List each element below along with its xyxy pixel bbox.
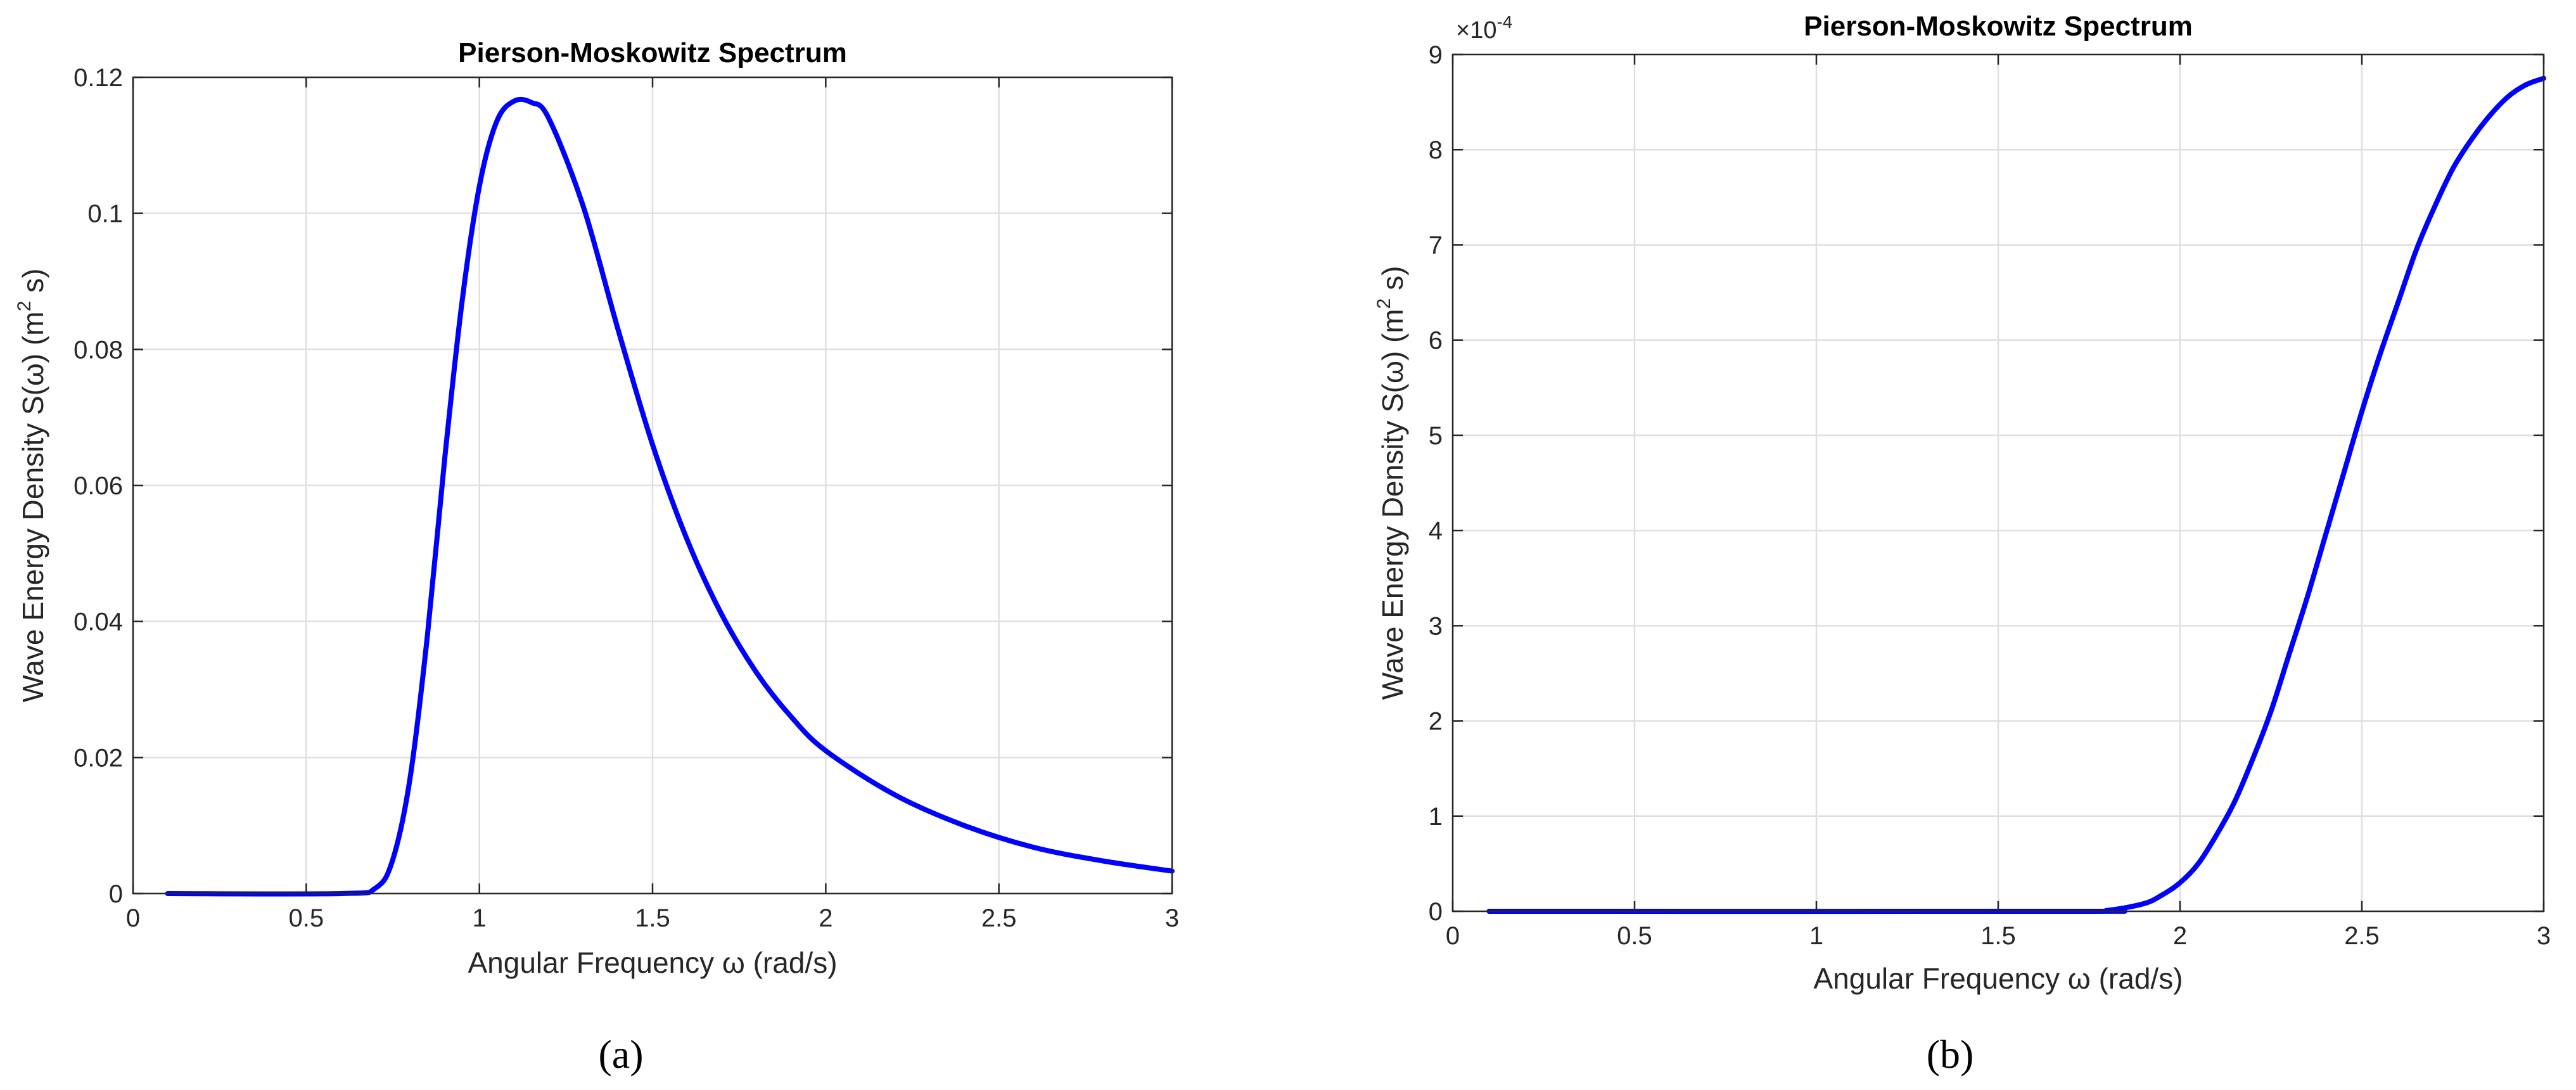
y-axis-label-superscript: 2 xyxy=(1374,298,1394,309)
x-tick-label: 2 xyxy=(2173,922,2187,950)
y-tick-label: 8 xyxy=(1429,136,1443,164)
y-axis-exponent: ×10-4 xyxy=(1456,12,1512,44)
y-tick-label: 6 xyxy=(1429,327,1443,355)
y-axis-exponent-base: ×10 xyxy=(1456,17,1496,44)
x-tick-label: 3 xyxy=(1165,904,1179,932)
y-tick-labels: 0 0.02 0.04 0.06 0.08 0.1 0.12 xyxy=(73,64,123,908)
y-tick-labels: 0 1 2 3 4 5 6 7 8 9 xyxy=(1429,41,1443,926)
x-tick-label: 3 xyxy=(2537,922,2551,950)
y-tick-label: 9 xyxy=(1429,41,1443,69)
y-tick-label: 0.08 xyxy=(73,336,123,364)
x-axis-label: Angular Frequency ω (rad/s) xyxy=(1813,962,2183,995)
y-tick-label: 0.1 xyxy=(87,200,123,228)
chart-title: Pierson-Moskowitz Spectrum xyxy=(1804,11,2193,42)
y-tick-label: 7 xyxy=(1429,231,1443,259)
y-axis-label-main: Wave Energy Density S(ω) (m xyxy=(16,311,49,702)
x-tick-label: 1 xyxy=(473,904,487,932)
y-tick-label: 0 xyxy=(1429,898,1443,926)
spectrum-curve xyxy=(165,96,1175,897)
y-axis-label-main: Wave Energy Density S(ω) (m xyxy=(1376,309,1409,700)
y-tick-label: 0 xyxy=(109,880,123,908)
y-axis-exponent-power: -4 xyxy=(1496,12,1512,32)
y-axis-label-tail: s) xyxy=(1376,266,1409,298)
y-tick-label: 1 xyxy=(1429,803,1443,831)
y-tick-label: 2 xyxy=(1429,708,1443,736)
chart-panel-a: 0 0.5 1 1.5 2 2.5 3 0 0.02 0.04 0.06 0.08 0.1 0.12 P… xyxy=(14,37,1179,1077)
x-tick-labels: 0 0.5 1 1.5 2 2.5 3 xyxy=(126,904,1179,932)
x-tick-label: 2 xyxy=(819,904,832,932)
y-tick-label: 0.04 xyxy=(73,608,123,636)
x-tick-label: 1.5 xyxy=(1980,922,2016,950)
panel-caption-a: (a) xyxy=(598,1032,643,1077)
chart-panel-b: 0 0.5 1 1.5 2 2.5 3 0 1 2 3 4 5 6 7 8 9 Pierson-Moskowi… xyxy=(1374,11,2551,1077)
x-tick-label: 1.5 xyxy=(635,904,670,932)
y-tick-label: 3 xyxy=(1429,612,1443,640)
panel-caption-b: (b) xyxy=(1927,1032,1974,1077)
x-tick-label: 2.5 xyxy=(981,904,1017,932)
y-axis-label-superscript: 2 xyxy=(14,301,35,312)
x-tick-labels: 0 0.5 1 1.5 2 2.5 3 xyxy=(1446,922,2551,950)
y-tick-label: 0.02 xyxy=(73,744,123,772)
y-axis-label: Wave Energy Density S(ω) (m2 s) xyxy=(14,269,49,703)
x-tick-label: 0.5 xyxy=(1617,922,1652,950)
y-tick-label: 0.06 xyxy=(73,472,123,500)
x-tick-label: 0 xyxy=(1446,922,1460,950)
x-tick-label: 2.5 xyxy=(2344,922,2380,950)
axes-frame xyxy=(1451,53,2545,913)
y-axis-label-tail: s) xyxy=(16,269,49,301)
x-axis-label: Angular Frequency ω (rad/s) xyxy=(468,946,837,979)
axes-frame xyxy=(132,76,1173,895)
chart-title: Pierson-Moskowitz Spectrum xyxy=(458,37,847,68)
x-tick-label: 1 xyxy=(1809,922,1823,950)
x-tick-label: 0 xyxy=(126,904,140,932)
y-axis-label: Wave Energy Density S(ω) (m2 s) xyxy=(1374,266,1409,700)
y-tick-label: 0.12 xyxy=(73,64,123,92)
x-tick-label: 0.5 xyxy=(289,904,324,932)
y-tick-label: 5 xyxy=(1429,422,1443,450)
y-tick-label: 4 xyxy=(1429,517,1443,545)
